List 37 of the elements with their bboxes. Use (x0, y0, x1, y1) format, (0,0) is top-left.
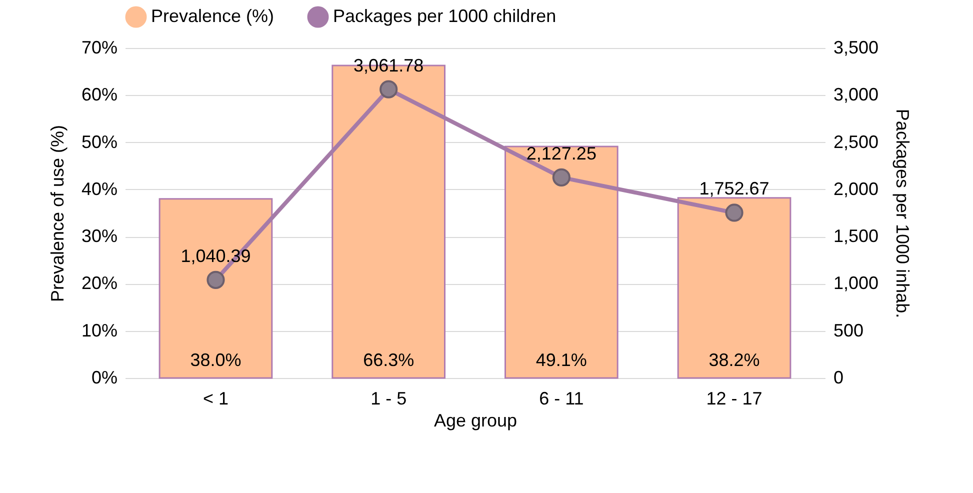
y2-tick-label: 0 (834, 368, 844, 388)
data-label: 1,040.39 (180, 246, 251, 266)
data-label: 2,127.25 (526, 143, 596, 164)
y2-axis-title: Packages per 1000 inhab. (892, 108, 913, 318)
legend-label: Packages per 1000 children (333, 6, 556, 26)
point (380, 80, 398, 98)
x-tick-label: 6 - 11 (539, 388, 584, 408)
data-label: 3,061.78 (354, 55, 424, 76)
data-label: 38.0% (190, 350, 242, 370)
point (552, 168, 570, 186)
data-label: 1,752.67 (699, 178, 770, 199)
point (206, 270, 225, 289)
y-tick-label: 0% (91, 368, 118, 388)
y-tick-label: 40% (81, 178, 118, 199)
x-tick-label: 1 - 5 (370, 388, 407, 408)
y-axis-title: Prevalence of use (%) (47, 124, 68, 302)
y2-tick-label: 1,000 (834, 273, 879, 294)
y2-tick-label: 3,000 (834, 84, 879, 105)
point (725, 204, 744, 222)
legend-label: Prevalence (%) (151, 6, 274, 26)
y2-tick-label: 2,500 (834, 132, 879, 152)
y2-tick-label: 1,500 (834, 226, 879, 246)
y2-tick-label: 500 (834, 320, 864, 340)
data-label: 49.1% (536, 350, 587, 370)
x-tick-label: 12 - 17 (706, 388, 762, 408)
y2-tick-label: 2,000 (834, 178, 879, 199)
x-axis-title: Age group (434, 410, 518, 430)
y-tick-label: 30% (81, 226, 118, 246)
data-label: 38.2% (708, 350, 760, 370)
y-tick-label: 50% (81, 132, 118, 152)
y-tick-label: 70% (81, 38, 118, 58)
data-label: 66.3% (363, 350, 414, 370)
y-tick-label: 20% (81, 273, 118, 294)
y2-tick-label: 3,500 (834, 38, 879, 58)
x-tick-label: < 1 (202, 388, 229, 408)
y-tick-label: 10% (81, 320, 118, 340)
y-tick-label: 60% (81, 84, 118, 105)
